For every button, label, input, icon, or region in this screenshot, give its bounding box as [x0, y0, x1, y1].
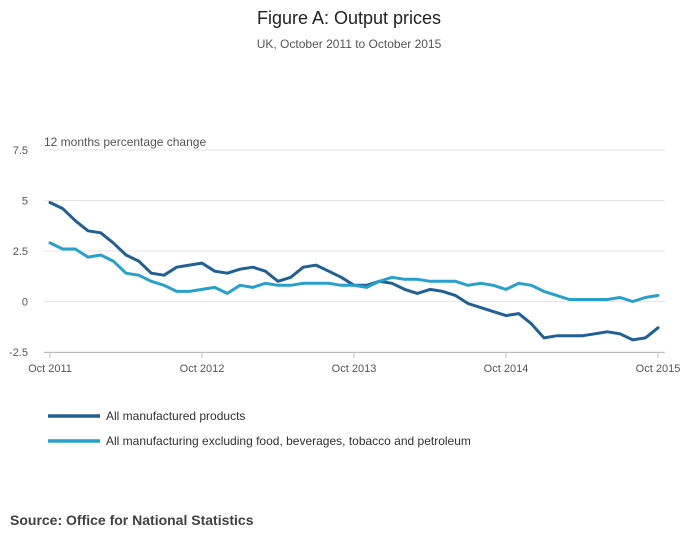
y-tick-label: 5 [22, 196, 28, 208]
legend-label: All manufactured products [106, 409, 245, 423]
y-tick-label: 2.5 [13, 246, 28, 258]
x-tick-label: Oct 2015 [636, 363, 681, 375]
y-tick-label: 0 [22, 297, 28, 309]
y-tick-label: 7.5 [13, 145, 28, 157]
line-chart: Figure A: Output prices UK, October 2011… [9, 8, 681, 448]
series-line-1 [48, 201, 660, 342]
series-line-2 [48, 241, 660, 303]
chart-subtitle: UK, October 2011 to October 2015 [257, 37, 442, 51]
y-axis-label: 12 months percentage change [44, 135, 206, 149]
x-tick-label: Oct 2013 [332, 363, 377, 375]
source-note: Source: Office for National Statistics [10, 512, 254, 528]
chart-title: Figure A: Output prices [257, 8, 441, 28]
y-tick-label: -2.5 [9, 347, 28, 359]
legend-label: All manufacturing excluding food, bevera… [106, 434, 471, 448]
x-tick-label: Oct 2014 [484, 363, 529, 375]
x-tick-label: Oct 2011 [28, 363, 72, 375]
x-tick-label: Oct 2012 [180, 363, 225, 375]
